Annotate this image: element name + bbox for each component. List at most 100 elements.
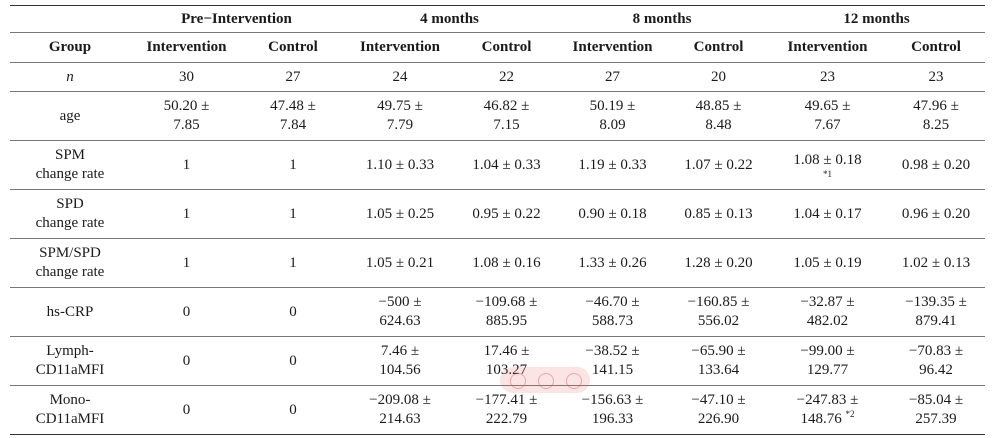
table-cell: 47.96 ±8.25 — [913, 98, 959, 133]
table-cell: 0 — [289, 352, 297, 369]
table-cell: −139.35 ±879.41 — [905, 294, 967, 329]
table-cell: 0 — [289, 303, 297, 320]
table-cell: 1 — [289, 205, 297, 222]
table-cell: 1 — [182, 156, 191, 173]
table-cell: −65.90 ±133.64 — [691, 343, 746, 378]
table-cell: 0 — [289, 401, 297, 418]
table-cell: 0 — [182, 352, 191, 369]
table-cell: 24 — [392, 68, 408, 85]
header-col: Control — [268, 39, 318, 55]
table-row: SPD change rate 1 1 1.05 ± 0.25 0.95 ± 0.… — [10, 190, 986, 239]
header-blank — [10, 6, 130, 33]
table-cell: 0.96 ± 0.20 — [901, 205, 971, 222]
results-table: Pre−Intervention 4 months 8 months 12 mo… — [10, 5, 986, 435]
row-label: hs-CRP — [46, 303, 94, 320]
table-cell: −177.41 ±222.79 — [475, 392, 538, 427]
row-label: SPM/SPD change rate — [35, 245, 105, 280]
table-cell: 27 — [605, 68, 621, 85]
table-cell: 47.48 ±7.84 — [270, 98, 316, 133]
row-label: SPD change rate — [35, 196, 105, 231]
header-4-months: 4 months — [343, 5, 557, 33]
table-cell: −47.10 ±226.90 — [691, 392, 746, 427]
table-row: Mono- CD11aMFI 0 0 −209.08 ±214.63 −177.4… — [10, 386, 986, 435]
table-cell: −156.63 ±196.33 — [581, 392, 644, 427]
table-cell: 0 — [182, 303, 191, 320]
header-col: Intervention — [146, 39, 227, 55]
table-cell: −109.68 ±885.95 — [475, 294, 538, 329]
table-cell: 20 — [711, 68, 727, 85]
table-cell: 23 — [820, 68, 836, 85]
table-cell: 1 — [182, 254, 191, 271]
table-cell: −32.87 ±482.02 — [800, 294, 855, 329]
table-cell: −209.08 ±214.63 — [369, 392, 431, 427]
table-cell: 0.90 ± 0.18 — [578, 205, 647, 222]
table-cell: 1.19 ± 0.33 — [578, 156, 647, 173]
table-cell: 1.05 ± 0.21 — [365, 254, 435, 271]
table-cell: 0 — [182, 401, 191, 418]
table-cell: −500 ±624.63 — [378, 294, 422, 329]
table-cell: 1.05 ± 0.25 — [365, 205, 435, 222]
table-row: Lymph- CD11aMFI 0 0 7.46 ±104.56 17.46 ±1… — [10, 337, 986, 386]
table-cell: 46.82 ±7.15 — [483, 98, 530, 133]
table-cell: 48.85 ±8.48 — [695, 98, 742, 133]
table-cell: 1.04 ± 0.17 — [793, 205, 862, 222]
row-label: age — [59, 107, 81, 124]
table-cell: 1 — [182, 205, 191, 222]
table-cell: 1.33 ± 0.26 — [578, 254, 647, 271]
table-cell: 0.85 ± 0.13 — [684, 205, 753, 222]
table-cell: 0.95 ± 0.22 — [472, 205, 541, 222]
footnote-mark: *1 — [823, 169, 833, 179]
header-12-months: 12 months — [768, 5, 986, 33]
table-cell: 27 — [285, 68, 301, 85]
footnote-mark: *2 — [845, 409, 855, 419]
table-row: hs-CRP 0 0 −500 ±624.63 −109.68 ±885.95 … — [10, 288, 986, 337]
table-cell: 1.08 ± 0.16 — [472, 254, 541, 271]
table-row: SPM change rate 1 1 1.10 ± 0.33 1.04 ± 0.… — [10, 141, 986, 190]
table-cell: 50.19 ±8.09 — [589, 98, 636, 133]
header-8-months: 8 months — [556, 5, 769, 33]
header-group: Group — [48, 39, 92, 55]
table-cell: −38.52 ±141.15 — [585, 343, 640, 378]
table-cell: −70.83 ±96.42 — [908, 343, 964, 378]
header-pre-intervention: Pre−Intervention — [130, 5, 343, 33]
table-cell: 1.10 ± 0.33 — [365, 156, 435, 173]
table-cell: 1 — [289, 254, 297, 271]
table-cell: 7.46 ±104.56 — [379, 343, 421, 378]
table-cell: −46.70 ±588.73 — [585, 294, 640, 329]
table-cell: 1.07 ± 0.22 — [684, 156, 753, 173]
header-col: Control — [481, 39, 532, 55]
table-cell: −247.83 ±148.76 *2 — [796, 392, 859, 427]
row-label: SPM change rate — [35, 147, 105, 182]
table-row-n: n 30 27 24 22 27 20 23 23 — [10, 63, 986, 92]
table-row: SPM/SPD change rate 1 1 1.05 ± 0.21 1.08 … — [10, 239, 986, 288]
header-col: Control — [693, 39, 744, 55]
table-cell: 30 — [179, 68, 194, 85]
table-cell: 22 — [499, 68, 514, 85]
table-cell: 0.98 ± 0.20 — [901, 156, 971, 173]
table-cell: −85.04 ±257.39 — [908, 392, 964, 427]
table-cell: 1.04 ± 0.33 — [472, 156, 541, 173]
table-cell: 17.46 ±103.27 — [483, 343, 530, 378]
table-cell: 49.75 ±7.79 — [377, 98, 423, 133]
table-cell: −160.85 ±556.02 — [687, 294, 750, 329]
row-label: n — [66, 68, 74, 85]
table-cell: 1.08 ± 0.18 *1 — [768, 141, 887, 190]
table-row: age 50.20 ±7.85 47.48 ±7.84 49.75 ±7.79 … — [10, 92, 986, 141]
table-cell: 1.28 ± 0.20 — [684, 254, 753, 271]
header-row-groups: Group Intervention Control Intervention … — [10, 32, 986, 63]
header-col: Intervention — [787, 39, 868, 55]
row-label: Mono- CD11aMFI — [35, 392, 105, 427]
row-label: Lymph- CD11aMFI — [35, 343, 105, 378]
table-cell: 50.20 ±7.85 — [163, 98, 210, 133]
table-cell: 1.02 ± 0.13 — [901, 254, 971, 271]
header-col: Control — [911, 39, 961, 55]
header-row-periods: Pre−Intervention 4 months 8 months 12 mo… — [10, 5, 986, 33]
table-cell: 49.65 ±7.67 — [804, 98, 851, 133]
header-col: Intervention — [572, 39, 653, 55]
table-cell: 23 — [928, 68, 944, 85]
header-col: Intervention — [360, 39, 440, 55]
table-cell: 1 — [289, 156, 297, 173]
table-cell: 1.05 ± 0.19 — [793, 254, 862, 271]
table-cell: −99.00 ±129.77 — [800, 343, 855, 378]
